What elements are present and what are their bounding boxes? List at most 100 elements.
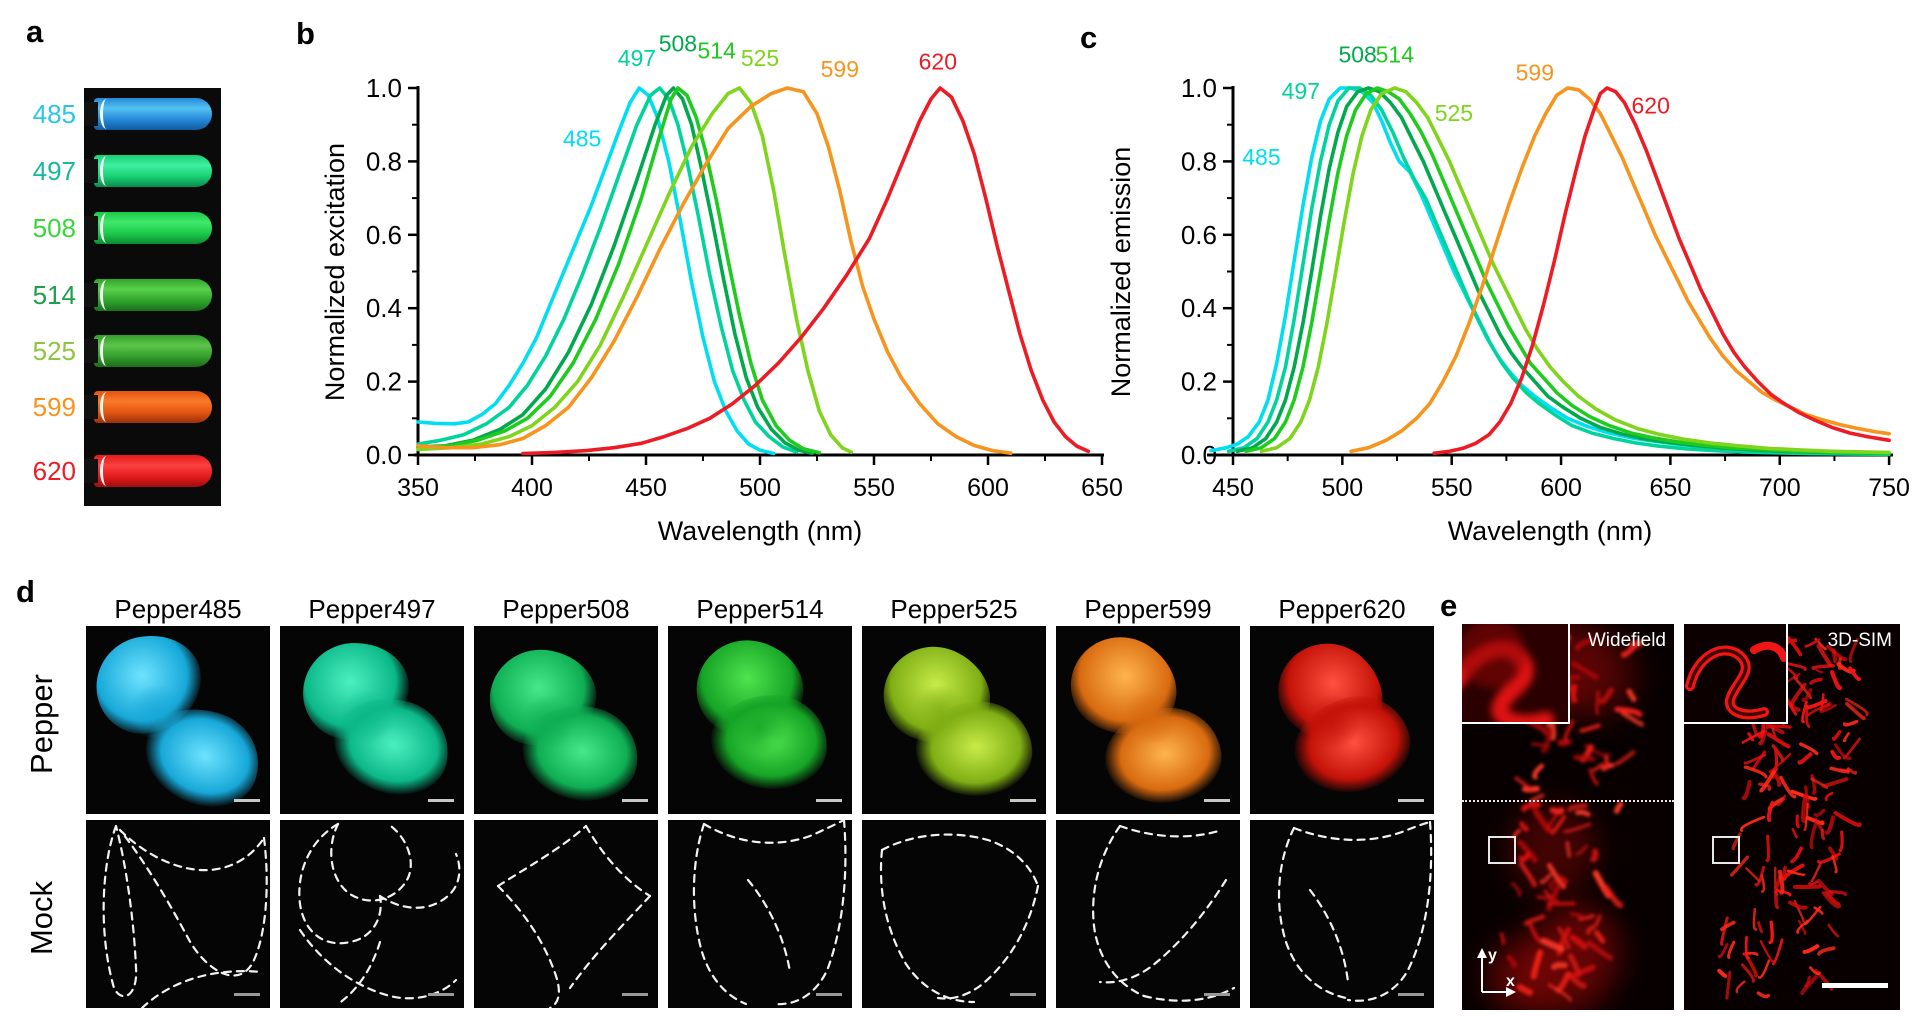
roi-box bbox=[1712, 836, 1740, 864]
mock-cell-image bbox=[1250, 820, 1434, 1008]
pepper-column-header: Pepper508 bbox=[502, 594, 630, 624]
y-axis-title: Normalized emission bbox=[1106, 147, 1136, 398]
curve-label-485: 485 bbox=[563, 126, 601, 152]
y-axis-label: y bbox=[1488, 947, 1497, 964]
mock-cell-outline bbox=[102, 824, 268, 1008]
panel-d-label: d bbox=[16, 574, 35, 609]
sim-inset-image bbox=[1684, 624, 1788, 724]
x-axis-title: Wavelength (nm) bbox=[1448, 516, 1653, 546]
y-tick-label: 1.0 bbox=[366, 73, 402, 103]
panel-b-label: b bbox=[296, 16, 315, 51]
tube-value-label: 497 bbox=[32, 156, 76, 186]
scale-bar bbox=[1204, 993, 1230, 996]
spectrum-curve-525 bbox=[416, 86, 853, 454]
x-tick-label: 500 bbox=[1321, 474, 1363, 502]
pepper-cell-image bbox=[86, 626, 270, 814]
pepper-cell-image bbox=[280, 626, 464, 814]
scale-bar bbox=[1204, 799, 1230, 802]
x-tick-label: 550 bbox=[853, 474, 895, 502]
mock-cell-image bbox=[668, 820, 852, 1008]
panel-e-label: e bbox=[1440, 588, 1458, 623]
spectrum-curve-620 bbox=[1432, 86, 1891, 455]
fluorescent-tube bbox=[84, 98, 212, 130]
y-tick-label: 0.0 bbox=[366, 440, 402, 470]
spectrum-curve-497 bbox=[1226, 86, 1891, 457]
y-tick-label: 0.6 bbox=[1181, 220, 1217, 250]
spectrum-curve-525 bbox=[1259, 86, 1891, 455]
tube-strip-photo bbox=[84, 88, 221, 506]
pepper-column-header: Pepper497 bbox=[308, 594, 436, 624]
scale-bar bbox=[1010, 993, 1036, 996]
row-label-mock: Mock bbox=[24, 880, 59, 956]
x-tick-label: 600 bbox=[1540, 474, 1582, 502]
sim-image: 3D-SIM bbox=[1684, 624, 1900, 1010]
tube-value-label: 599 bbox=[32, 392, 76, 422]
y-tick-label: 0.8 bbox=[1181, 146, 1217, 176]
pepper-column-header: Pepper599 bbox=[1084, 594, 1212, 624]
spectrum-curve-599 bbox=[1349, 86, 1891, 454]
fluorescent-tube bbox=[84, 455, 212, 487]
scale-bar bbox=[816, 799, 842, 802]
spectrum-curve-485 bbox=[416, 86, 776, 456]
curve-label-599: 599 bbox=[821, 56, 859, 82]
curve-label-599: 599 bbox=[1516, 60, 1554, 86]
spectrum-curve-508 bbox=[416, 86, 815, 455]
scale-bar bbox=[1010, 799, 1036, 802]
x-tick-label: 650 bbox=[1081, 474, 1123, 502]
fluorescent-tube bbox=[84, 279, 212, 311]
mock-cell-outline bbox=[879, 833, 1040, 1004]
spectra-charts-canvas: 350 400 450 500 550 600 650 0.0 0.2 0.4 0.6 0.8 1.0 N… bbox=[320, 30, 1910, 546]
y-tick-label: 0.4 bbox=[366, 293, 402, 323]
x-tick-label: 400 bbox=[511, 474, 553, 502]
widefield-caption: Widefield bbox=[1587, 630, 1666, 651]
mock-cell-outline bbox=[496, 824, 652, 1008]
fluorescent-tube bbox=[84, 155, 212, 187]
curve-label-508: 508 bbox=[1338, 41, 1376, 67]
spectrum-curve-599 bbox=[416, 86, 1013, 455]
curve-label-497: 497 bbox=[618, 45, 656, 71]
x-tick-label: 600 bbox=[967, 474, 1009, 502]
x-tick-label: 650 bbox=[1650, 474, 1692, 502]
tube-value-label: 508 bbox=[32, 213, 76, 243]
section-line bbox=[1462, 800, 1674, 802]
x-axis-ticks: 450 500 550 600 650 700 750 bbox=[1212, 455, 1910, 502]
pepper-cell-image bbox=[474, 626, 658, 814]
tube-value-label: 485 bbox=[32, 99, 76, 129]
inset-mitochondrion bbox=[1462, 624, 1568, 722]
pepper-column-header: Pepper485 bbox=[114, 594, 242, 624]
curve-label-497: 497 bbox=[1282, 78, 1320, 104]
x-tick-label: 450 bbox=[1212, 474, 1254, 502]
mock-cell-outline bbox=[692, 820, 847, 1006]
fluorescent-tube bbox=[84, 391, 212, 423]
mock-cell-image bbox=[862, 820, 1046, 1008]
sim-caption: 3D-SIM bbox=[1827, 630, 1892, 651]
y-tick-label: 0.2 bbox=[1181, 367, 1217, 397]
inset-mitochondrion bbox=[1684, 624, 1786, 722]
x-tick-label: 350 bbox=[397, 474, 439, 502]
widefield-inset-image bbox=[1462, 624, 1570, 724]
pepper-cell-image bbox=[862, 626, 1046, 814]
emission-chart: 450 500 550 600 650 700 750 0.0 0.2 0.4 0.6 0.8 1.0 N… bbox=[1106, 41, 1910, 546]
excitation-chart: 350 400 450 500 550 600 650 0.0 0.2 0.4 0.6 0.8 1.0 N… bbox=[320, 30, 1123, 546]
y-tick-label: 0.8 bbox=[366, 146, 402, 176]
widefield-image: Widefield y x bbox=[1462, 624, 1674, 1010]
spectrum-curve-514 bbox=[416, 86, 822, 455]
x-tick-label: 750 bbox=[1868, 474, 1910, 502]
pepper-column-header: Pepper620 bbox=[1278, 594, 1406, 624]
curve-label-514: 514 bbox=[1376, 41, 1415, 67]
curve-label-514: 514 bbox=[697, 38, 736, 64]
tube-value-label: 620 bbox=[32, 456, 76, 486]
panel-c-label: c bbox=[1080, 20, 1098, 55]
mock-cell-image bbox=[86, 820, 270, 1008]
curve-label-620: 620 bbox=[1632, 93, 1670, 119]
scale-bar bbox=[428, 993, 454, 996]
x-tick-label: 700 bbox=[1759, 474, 1801, 502]
curve-label-525: 525 bbox=[1435, 100, 1473, 126]
y-axis-arrow-icon bbox=[1477, 948, 1487, 958]
y-tick-label: 1.0 bbox=[1181, 73, 1217, 103]
x-axis-label: x bbox=[1506, 973, 1515, 990]
y-tick-label: 0.0 bbox=[1181, 440, 1217, 470]
pepper-cell-image bbox=[668, 626, 852, 814]
pepper-cell-image bbox=[1250, 626, 1434, 814]
y-tick-label: 0.4 bbox=[1181, 293, 1217, 323]
